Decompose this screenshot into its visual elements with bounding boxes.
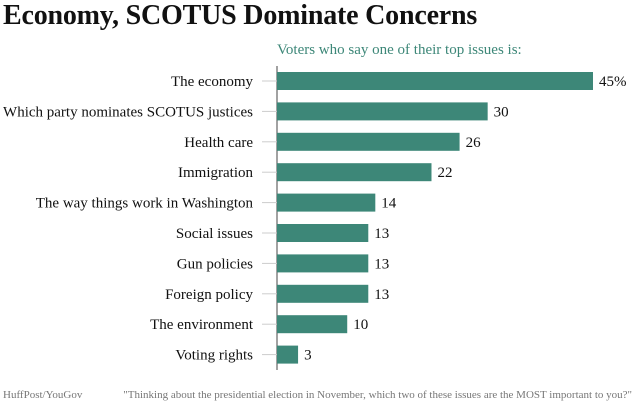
value-label: 10 [353, 317, 368, 333]
bar [277, 132, 460, 151]
category-label: Voting rights [175, 348, 253, 364]
bars-layer: The economy 45% Which party nominates SCOT… [3, 72, 627, 364]
value-label: 45% [599, 74, 627, 90]
bar [277, 315, 348, 334]
value-label: 13 [374, 226, 389, 242]
value-label: 13 [374, 287, 389, 303]
value-label: 30 [494, 104, 509, 120]
value-label: 14 [381, 196, 397, 212]
source-note: HuffPost/YouGov [3, 389, 83, 401]
bar [277, 224, 369, 242]
category-label: Foreign policy [165, 287, 253, 303]
category-label: The economy [171, 74, 254, 90]
bar [277, 345, 299, 364]
category-label: Which party nominates SCOTUS justices [3, 104, 253, 120]
category-label: Social issues [176, 226, 253, 242]
bar [277, 72, 593, 90]
category-label: The environment [150, 317, 254, 333]
chart-title: Economy, SCOTUS Dominate Concerns [3, 0, 478, 31]
category-label: Health care [184, 135, 253, 151]
value-label: 3 [304, 348, 312, 364]
bar [277, 193, 376, 212]
value-label: 22 [437, 165, 452, 181]
bar [277, 102, 488, 121]
value-label: 13 [374, 256, 389, 272]
bar [277, 254, 369, 273]
category-label: Immigration [178, 165, 253, 181]
question-note: "Thinking about the presidential electio… [123, 389, 632, 401]
bar [277, 284, 369, 303]
bar [277, 163, 432, 182]
category-label: The way things work in Washington [36, 196, 254, 212]
value-label: 26 [466, 135, 482, 151]
chart-subtitle: Voters who say one of their top issues i… [277, 42, 522, 58]
category-label: Gun policies [177, 256, 253, 272]
